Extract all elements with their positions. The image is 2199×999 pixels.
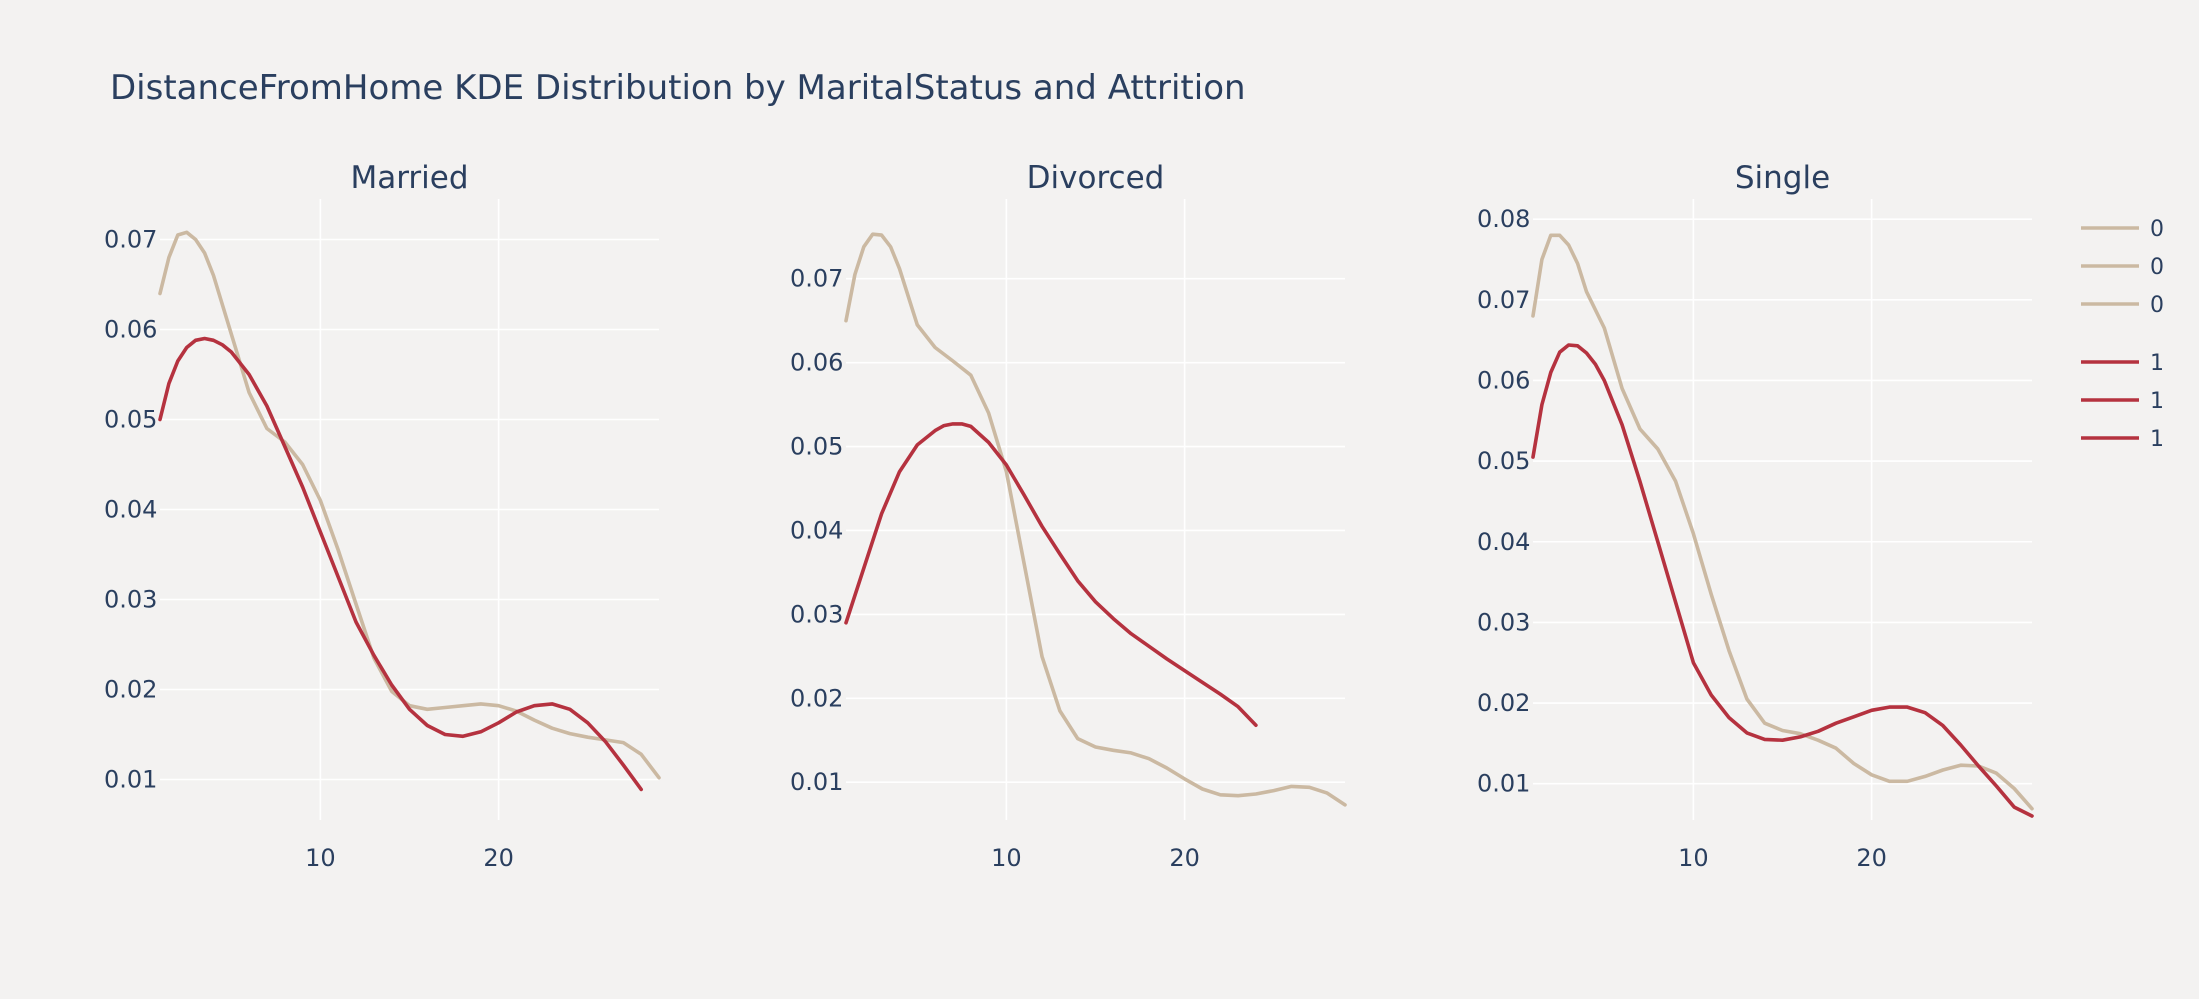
- y-tick-label: 0.01: [104, 766, 157, 794]
- chart-title: DistanceFromHome KDE Distribution by Mar…: [110, 68, 1246, 108]
- legend: 0 0 0 1 1 1: [2081, 217, 2164, 452]
- y-tick-label: 0.04: [790, 516, 843, 544]
- kde-line-attrition-1: [158, 336, 644, 792]
- y-tick-label: 0.05: [104, 406, 157, 434]
- y-tick-label: 0.06: [104, 316, 157, 344]
- subplot-2: Single 0.01 0.02 0.03 0.04 0.05 0.06 0.07 0.08 10…: [1477, 160, 2034, 872]
- x-tick-label: 20: [483, 844, 514, 872]
- x-tick-label: 20: [1856, 844, 1887, 872]
- y-tick-label: 0.02: [104, 676, 157, 704]
- y-tick-label: 0.07: [790, 265, 843, 293]
- legend-item[interactable]: 0: [2081, 217, 2164, 242]
- y-tick-label: 0.03: [790, 600, 843, 628]
- x-tick-label: 10: [305, 844, 336, 872]
- y-tick-label: 0.04: [104, 496, 157, 524]
- y-tick-label: 0.04: [1477, 528, 1530, 556]
- y-tick-label: 0.01: [790, 768, 843, 796]
- subplot-title: Single: [1735, 160, 1830, 196]
- y-tick-label: 0.05: [790, 433, 843, 461]
- y-tick-label: 0.07: [104, 226, 157, 254]
- kde-line-attrition-1: [844, 422, 1258, 728]
- y-tick-label: 0.07: [1477, 286, 1530, 314]
- x-tick-label: 10: [991, 844, 1022, 872]
- legend-item[interactable]: 1: [2081, 351, 2164, 376]
- x-tick-label: 20: [1169, 844, 1200, 872]
- legend-item[interactable]: 1: [2081, 427, 2164, 452]
- legend-item[interactable]: 0: [2081, 293, 2164, 318]
- legend-label: 0: [2150, 255, 2164, 280]
- subplot-1: Divorced 0.01 0.02 0.03 0.04 0.05 0.06 0.07 10 20: [790, 160, 1347, 872]
- x-tick-label: 10: [1678, 844, 1709, 872]
- legend-label: 1: [2150, 427, 2164, 452]
- kde-line-attrition-1: [1531, 343, 2034, 818]
- y-tick-label: 0.08: [1477, 205, 1530, 233]
- legend-label: 0: [2150, 217, 2164, 242]
- y-tick-label: 0.02: [790, 684, 843, 712]
- kde-line-attrition-0: [1531, 233, 2034, 811]
- kde-line-attrition-0: [158, 230, 661, 780]
- y-tick-label: 0.05: [1477, 447, 1530, 475]
- legend-label: 1: [2150, 389, 2164, 414]
- subplot-title: Married: [350, 160, 468, 196]
- y-tick-label: 0.01: [1477, 770, 1530, 798]
- y-tick-label: 0.03: [1477, 608, 1530, 636]
- legend-item[interactable]: 1: [2081, 389, 2164, 414]
- legend-label: 0: [2150, 293, 2164, 318]
- legend-item[interactable]: 0: [2081, 255, 2164, 280]
- legend-label: 1: [2150, 351, 2164, 376]
- kde-line-attrition-0: [844, 232, 1347, 807]
- y-tick-label: 0.03: [104, 586, 157, 614]
- y-tick-label: 0.06: [790, 349, 843, 377]
- subplot-title: Divorced: [1027, 160, 1165, 196]
- y-tick-label: 0.06: [1477, 366, 1530, 394]
- subplot-0: Married 0.01 0.02 0.03 0.04 0.05 0.06 0.07 10 20: [104, 160, 661, 872]
- y-tick-label: 0.02: [1477, 689, 1530, 717]
